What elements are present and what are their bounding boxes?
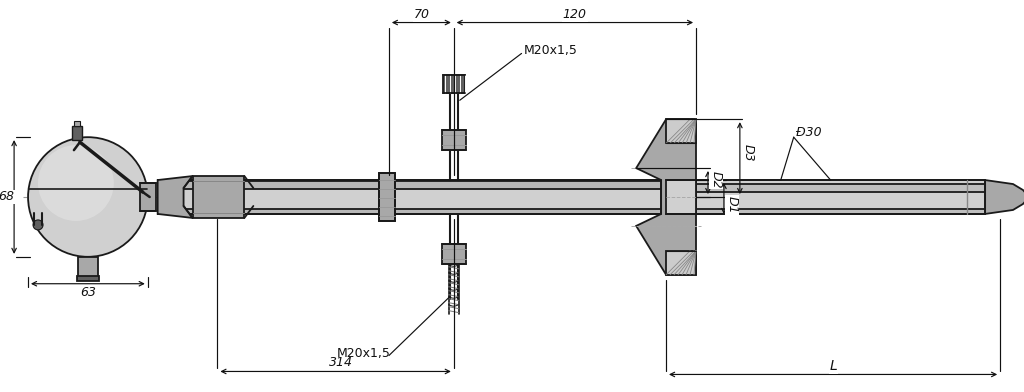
Text: 120: 120 bbox=[563, 8, 587, 21]
Polygon shape bbox=[985, 180, 1024, 214]
Bar bbox=[441, 244, 466, 264]
Text: 63: 63 bbox=[80, 286, 96, 299]
Bar bbox=[379, 173, 395, 221]
Text: 68: 68 bbox=[0, 191, 14, 203]
Bar bbox=[696, 184, 985, 192]
Bar bbox=[139, 183, 156, 211]
Text: D3: D3 bbox=[741, 144, 755, 162]
Bar bbox=[696, 180, 985, 214]
Polygon shape bbox=[158, 176, 193, 218]
Circle shape bbox=[38, 145, 114, 221]
Bar bbox=[696, 209, 985, 214]
Circle shape bbox=[33, 220, 43, 230]
Text: 314: 314 bbox=[329, 356, 352, 369]
Bar bbox=[441, 130, 466, 150]
Bar bbox=[666, 180, 696, 214]
Bar bbox=[666, 119, 696, 143]
Bar bbox=[74, 121, 80, 126]
Text: Ð30: Ð30 bbox=[796, 126, 821, 139]
Bar bbox=[158, 180, 662, 214]
Text: L: L bbox=[829, 359, 837, 374]
Text: D1: D1 bbox=[725, 196, 738, 214]
Bar bbox=[78, 257, 98, 277]
Polygon shape bbox=[636, 119, 696, 275]
Text: M20x1,5: M20x1,5 bbox=[523, 44, 578, 57]
Text: M20x1,5: M20x1,5 bbox=[337, 347, 391, 360]
Bar bbox=[158, 209, 662, 214]
Bar bbox=[72, 126, 82, 140]
Bar bbox=[193, 176, 245, 218]
Text: D2: D2 bbox=[710, 171, 723, 189]
Circle shape bbox=[28, 137, 147, 257]
Bar bbox=[442, 75, 465, 93]
Bar bbox=[666, 251, 696, 275]
Bar bbox=[158, 181, 662, 189]
Bar bbox=[77, 276, 99, 281]
Text: 70: 70 bbox=[414, 8, 429, 21]
